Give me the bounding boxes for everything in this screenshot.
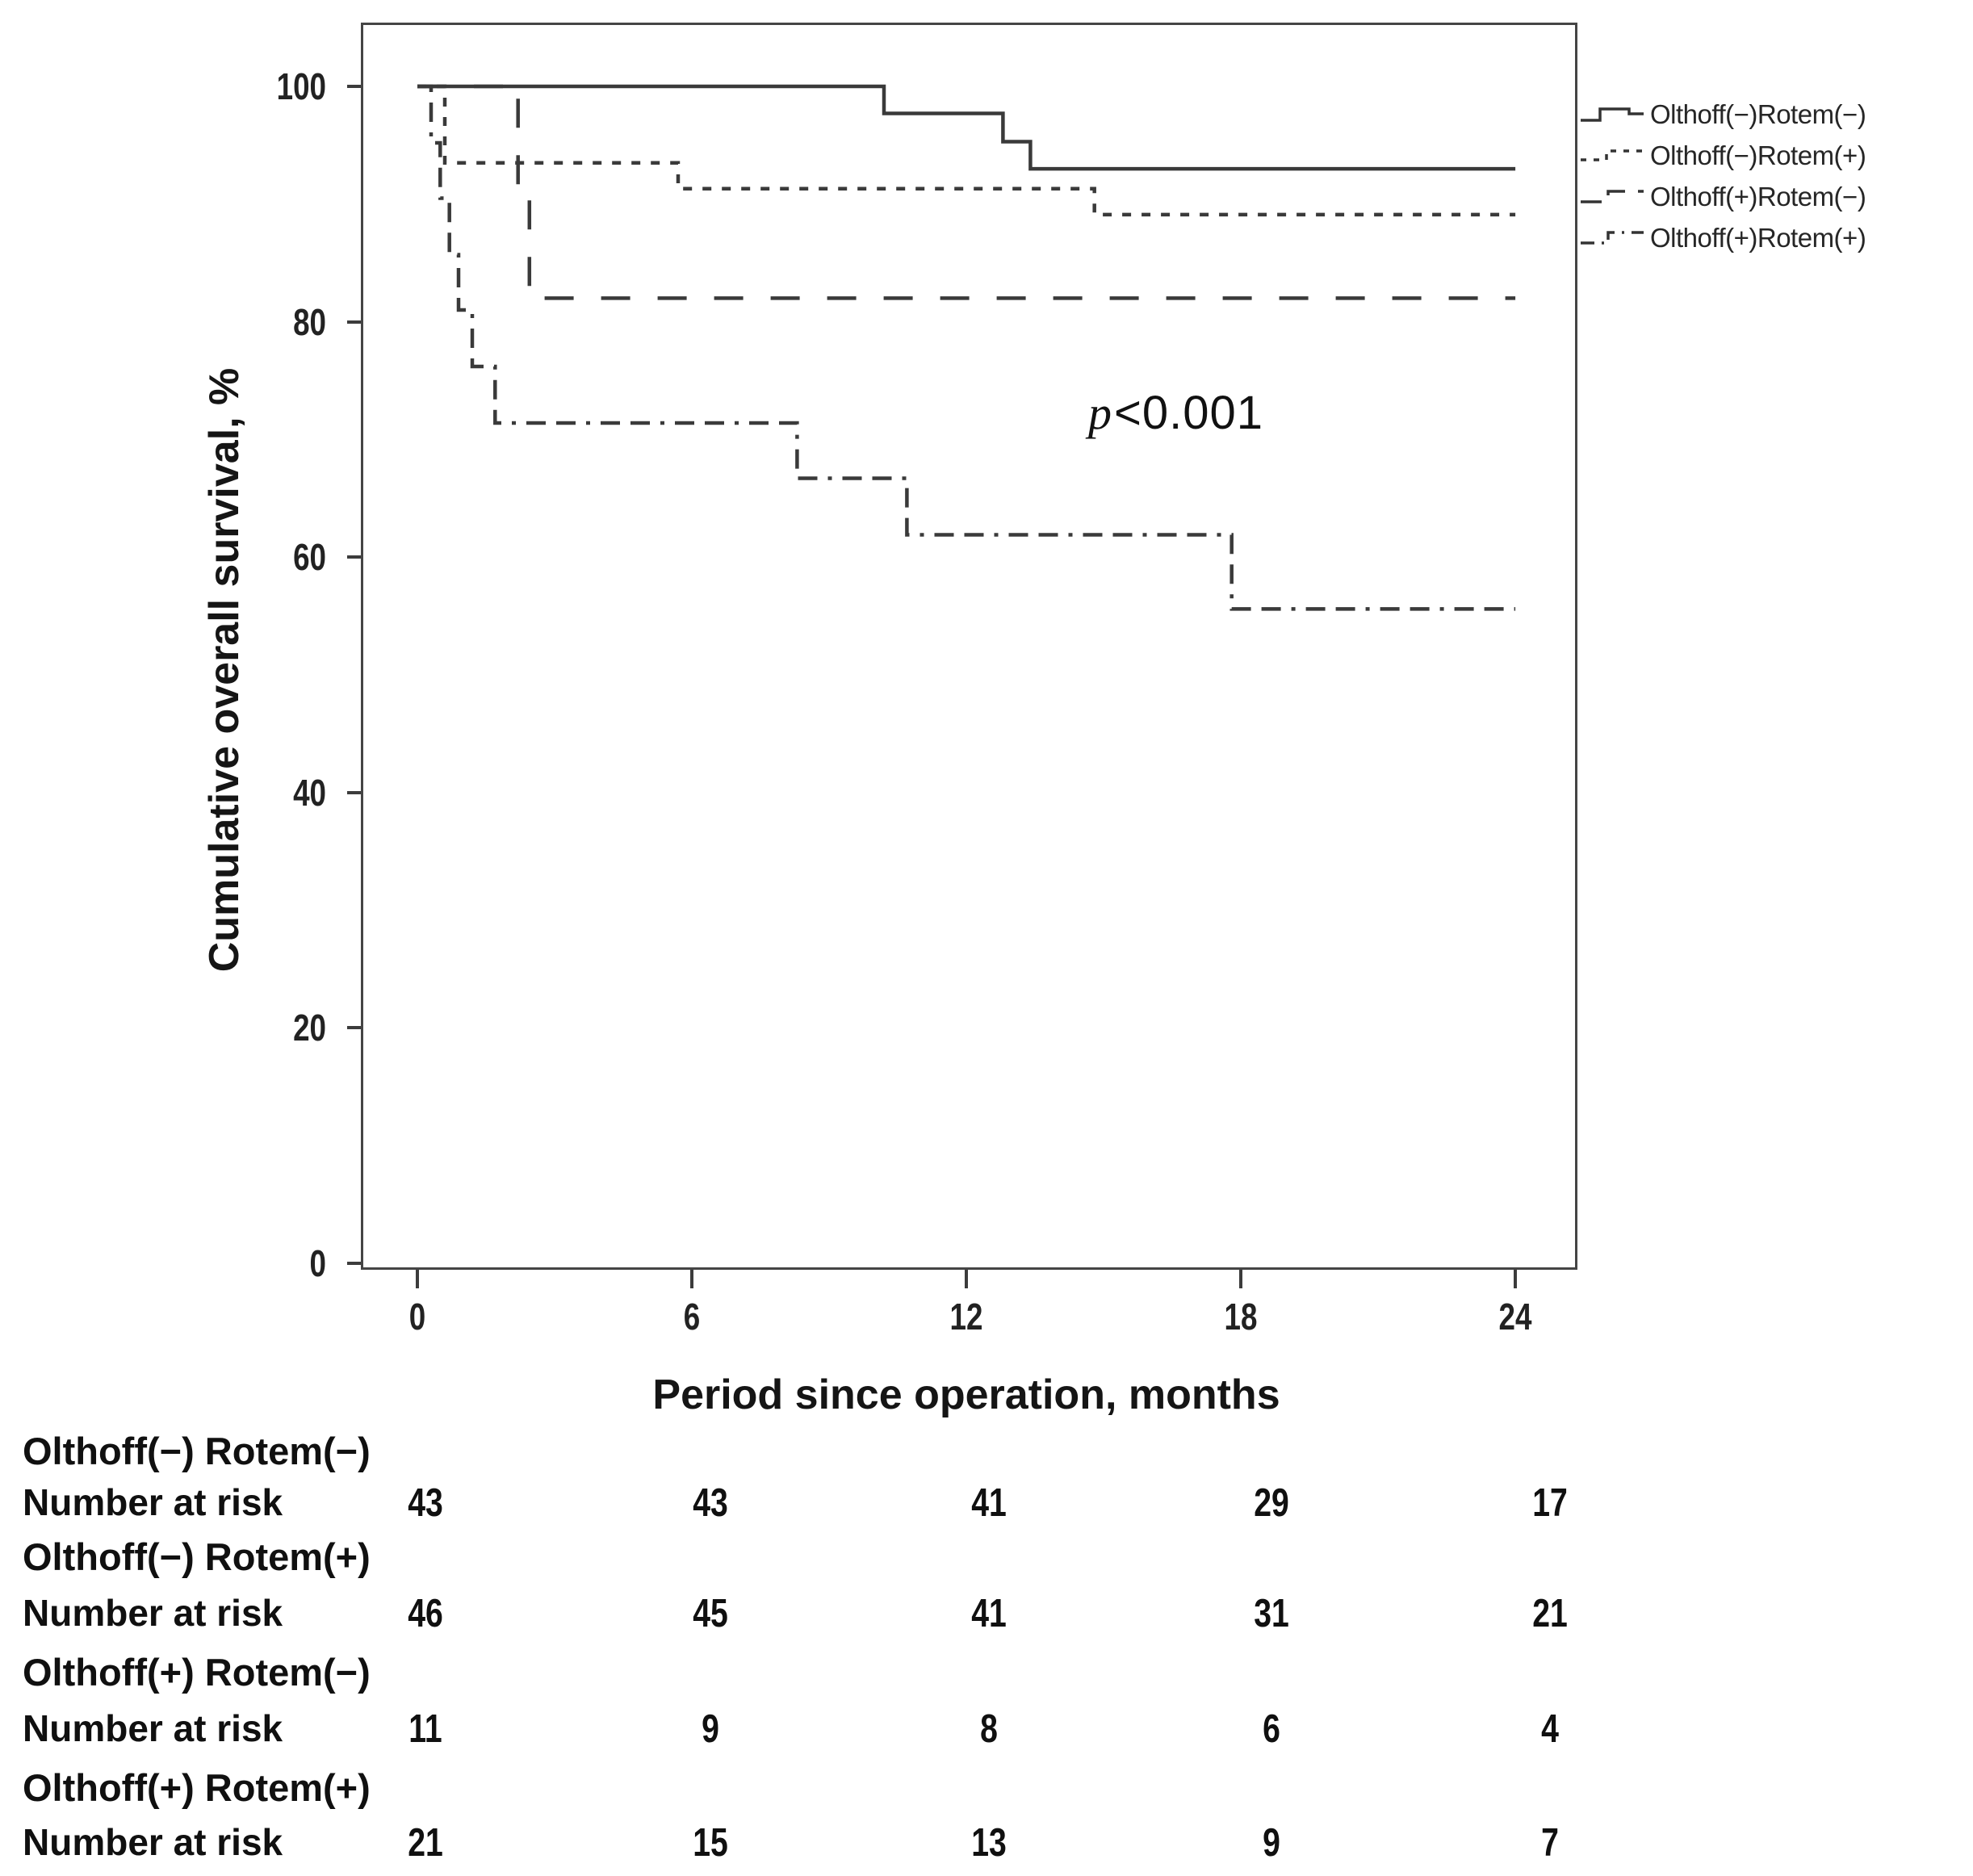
x-tick-mark <box>1514 1270 1518 1288</box>
y-tick-label: 40 <box>293 771 326 814</box>
legend-label: Olthoff(+)Rotem(−) <box>1650 181 1866 211</box>
y-tick-label: 20 <box>293 1007 326 1049</box>
risk-value: 17 <box>1532 1481 1568 1525</box>
y-tick-mark <box>347 790 361 794</box>
risk-value: 9 <box>702 1707 719 1751</box>
y-tick-mark <box>347 555 361 559</box>
x-tick-mark <box>690 1270 694 1288</box>
risk-row-label: Number at risk <box>23 1821 283 1863</box>
x-tick-label: 12 <box>949 1296 983 1338</box>
risk-row-label: Number at risk <box>23 1707 283 1749</box>
legend-label: Olthoff(+)Rotem(+) <box>1650 222 1866 253</box>
p-value-annotation: p<0.001 <box>1088 386 1263 440</box>
y-tick-mark <box>347 1262 361 1265</box>
x-tick-mark <box>965 1270 969 1288</box>
risk-value: 8 <box>980 1707 998 1751</box>
y-tick-mark <box>347 320 361 324</box>
legend-line-sample-icon <box>1581 107 1644 122</box>
risk-value: 6 <box>1263 1707 1280 1751</box>
x-tick-label: 24 <box>1498 1296 1532 1338</box>
risk-value: 31 <box>1254 1592 1289 1635</box>
y-tick-mark <box>347 1026 361 1030</box>
risk-value: 13 <box>971 1821 1007 1865</box>
legend-line-sample-icon <box>1581 230 1644 245</box>
legend-item-2: Olthoff(−)Rotem(+) <box>1579 135 1866 176</box>
x-axis-title: Period since operation, months <box>652 1371 1280 1418</box>
plot-area <box>361 23 1577 1270</box>
risk-group-header: Olthoff(+) Rotem(−) <box>23 1651 371 1694</box>
risk-value: 21 <box>1532 1592 1568 1635</box>
risk-value: 21 <box>408 1821 443 1865</box>
risk-value: 9 <box>1263 1821 1280 1865</box>
risk-group-header: Olthoff(−) Rotem(+) <box>23 1535 371 1578</box>
y-tick-mark <box>347 85 361 88</box>
legend-line-sample-icon <box>1581 189 1644 203</box>
risk-row-label: Number at risk <box>23 1592 283 1634</box>
x-tick-mark <box>416 1270 419 1288</box>
risk-group-header: Olthoff(−) Rotem(−) <box>23 1430 371 1472</box>
risk-value: 15 <box>693 1821 728 1865</box>
risk-value: 41 <box>971 1592 1007 1635</box>
risk-value: 41 <box>971 1481 1007 1525</box>
risk-value: 7 <box>1541 1821 1559 1865</box>
legend-label: Olthoff(−)Rotem(+) <box>1650 140 1866 170</box>
y-tick-label: 60 <box>293 536 326 579</box>
x-tick-label: 6 <box>683 1296 701 1338</box>
y-axis-title: Cumulative overall survival, % <box>201 367 248 973</box>
x-tick-label: 0 <box>408 1296 426 1338</box>
risk-value: 4 <box>1541 1707 1559 1751</box>
p-symbol: p <box>1088 387 1112 439</box>
risk-value: 46 <box>408 1592 443 1635</box>
risk-value: 11 <box>408 1707 442 1751</box>
risk-value: 29 <box>1254 1481 1289 1525</box>
legend-label: Olthoff(−)Rotem(−) <box>1650 98 1866 129</box>
legend-line-sample-icon <box>1581 149 1644 161</box>
risk-value: 45 <box>693 1592 728 1635</box>
risk-group-header: Olthoff(+) Rotem(+) <box>23 1766 371 1809</box>
risk-row-label: Number at risk <box>23 1481 283 1523</box>
x-tick-label: 18 <box>1224 1296 1258 1338</box>
y-tick-label: 100 <box>276 65 326 107</box>
p-value-text: <0.001 <box>1114 387 1264 439</box>
x-tick-mark <box>1239 1270 1243 1288</box>
risk-value: 43 <box>408 1481 443 1525</box>
legend-item-1: Olthoff(−)Rotem(−) <box>1579 94 1866 135</box>
legend-item-3: Olthoff(+)Rotem(−) <box>1579 176 1866 217</box>
legend: Olthoff(−)Rotem(−) Olthoff(−)Rotem(+) Olth… <box>1579 94 1866 258</box>
y-tick-label: 80 <box>293 300 326 343</box>
y-tick-label: 0 <box>309 1242 326 1284</box>
risk-value: 43 <box>693 1481 728 1525</box>
legend-item-4: Olthoff(+)Rotem(+) <box>1579 217 1866 258</box>
